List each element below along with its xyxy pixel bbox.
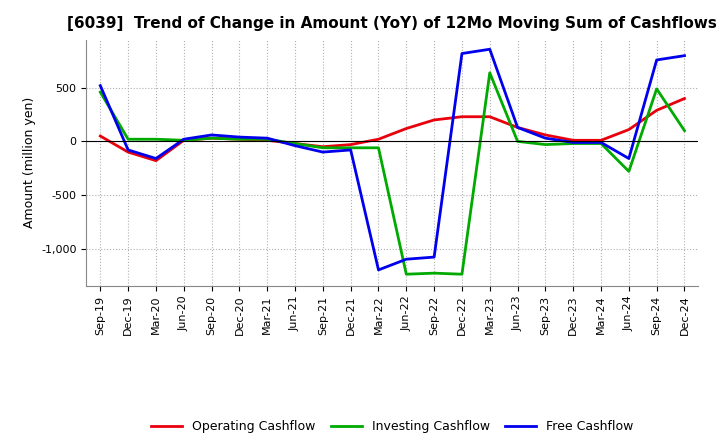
Line: Investing Cashflow: Investing Cashflow [100, 73, 685, 274]
Free Cashflow [485, 47, 494, 52]
Operating Cashflow [652, 108, 661, 113]
Investing Cashflow [458, 271, 467, 277]
Investing Cashflow [124, 136, 132, 142]
Operating Cashflow [291, 141, 300, 146]
Free Cashflow [263, 136, 271, 141]
Title: [6039]  Trend of Change in Amount (YoY) of 12Mo Moving Sum of Cashflows: [6039] Trend of Change in Amount (YoY) o… [68, 16, 717, 32]
Free Cashflow [207, 132, 216, 138]
Free Cashflow [402, 257, 410, 262]
Operating Cashflow [318, 144, 327, 149]
Free Cashflow [430, 254, 438, 260]
Operating Cashflow [179, 138, 188, 143]
Free Cashflow [96, 83, 104, 88]
Investing Cashflow [652, 86, 661, 92]
Operating Cashflow [152, 158, 161, 163]
Investing Cashflow [207, 136, 216, 141]
Operating Cashflow [569, 138, 577, 143]
Investing Cashflow [513, 139, 522, 144]
Investing Cashflow [680, 128, 689, 133]
Operating Cashflow [485, 114, 494, 119]
Free Cashflow [346, 147, 355, 153]
Free Cashflow [513, 125, 522, 130]
Investing Cashflow [152, 136, 161, 142]
Investing Cashflow [541, 142, 550, 147]
Investing Cashflow [374, 145, 383, 150]
Free Cashflow [569, 140, 577, 145]
Free Cashflow [179, 136, 188, 142]
Investing Cashflow [263, 136, 271, 142]
Free Cashflow [597, 140, 606, 145]
Free Cashflow [541, 136, 550, 141]
Operating Cashflow [207, 136, 216, 141]
Investing Cashflow [235, 136, 243, 142]
Investing Cashflow [318, 145, 327, 150]
Free Cashflow [318, 150, 327, 155]
Line: Free Cashflow: Free Cashflow [100, 49, 685, 270]
Free Cashflow [124, 147, 132, 153]
Operating Cashflow [96, 133, 104, 139]
Operating Cashflow [458, 114, 467, 119]
Operating Cashflow [597, 138, 606, 143]
Investing Cashflow [346, 145, 355, 150]
Operating Cashflow [680, 96, 689, 101]
Investing Cashflow [402, 271, 410, 277]
Y-axis label: Amount (million yen): Amount (million yen) [22, 97, 35, 228]
Investing Cashflow [485, 70, 494, 75]
Investing Cashflow [291, 141, 300, 146]
Investing Cashflow [624, 169, 633, 174]
Free Cashflow [458, 51, 467, 56]
Operating Cashflow [624, 127, 633, 132]
Operating Cashflow [430, 117, 438, 123]
Legend: Operating Cashflow, Investing Cashflow, Free Cashflow: Operating Cashflow, Investing Cashflow, … [146, 415, 639, 438]
Free Cashflow [152, 156, 161, 161]
Line: Operating Cashflow: Operating Cashflow [100, 99, 685, 161]
Operating Cashflow [263, 138, 271, 143]
Operating Cashflow [402, 126, 410, 131]
Operating Cashflow [374, 136, 383, 142]
Free Cashflow [291, 143, 300, 148]
Investing Cashflow [96, 89, 104, 95]
Free Cashflow [624, 156, 633, 161]
Investing Cashflow [179, 138, 188, 143]
Free Cashflow [374, 267, 383, 272]
Investing Cashflow [597, 141, 606, 146]
Investing Cashflow [569, 141, 577, 146]
Free Cashflow [235, 135, 243, 140]
Operating Cashflow [346, 142, 355, 147]
Operating Cashflow [124, 150, 132, 155]
Free Cashflow [680, 53, 689, 59]
Operating Cashflow [235, 136, 243, 142]
Free Cashflow [652, 57, 661, 62]
Operating Cashflow [513, 125, 522, 130]
Investing Cashflow [430, 271, 438, 276]
Operating Cashflow [541, 132, 550, 138]
